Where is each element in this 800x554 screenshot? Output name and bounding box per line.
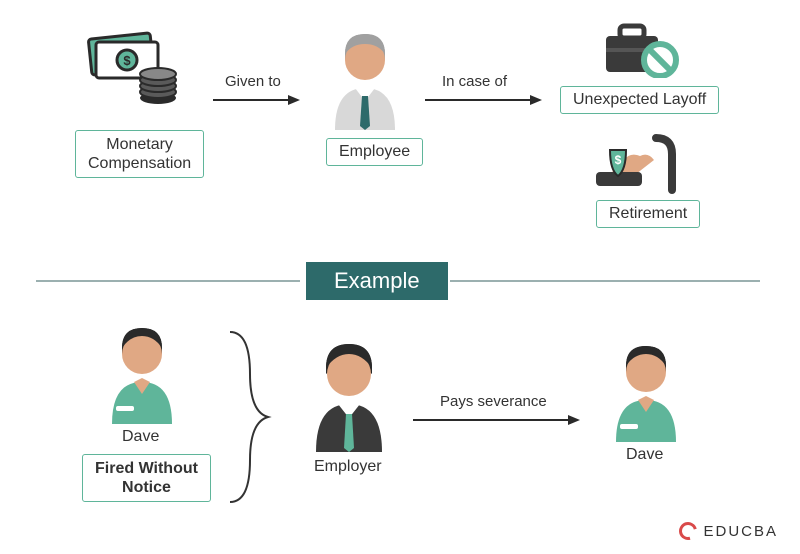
retirement-icon: $ xyxy=(590,130,680,201)
dave-left-name: Dave xyxy=(122,428,159,446)
curly-brace xyxy=(220,324,280,515)
logo-text: EDUCBA xyxy=(703,523,778,540)
fired-without-notice-box: Fired Without Notice xyxy=(82,454,211,502)
employer-label: Employer xyxy=(314,458,382,476)
example-banner: Example xyxy=(306,262,448,300)
monetary-compensation-box: Monetary Compensation xyxy=(75,130,204,178)
money-icon: $ xyxy=(84,30,184,115)
retirement-box: Retirement xyxy=(596,200,700,228)
divider-right xyxy=(450,280,760,282)
given-to-label: Given to xyxy=(225,73,281,90)
dave-right-icon xyxy=(604,340,688,447)
in-case-of-label: In case of xyxy=(442,73,507,90)
dave-right-name: Dave xyxy=(626,446,663,464)
unexpected-layoff-box: Unexpected Layoff xyxy=(560,86,719,114)
briefcase-blocked-icon xyxy=(602,18,680,83)
logo-mark-icon xyxy=(676,519,701,544)
dave-left-icon xyxy=(100,322,184,429)
divider-left xyxy=(36,280,300,282)
pays-severance-label: Pays severance xyxy=(440,393,547,410)
employer-icon xyxy=(302,340,396,457)
svg-text:$: $ xyxy=(123,53,131,68)
educba-logo: EDUCBA xyxy=(679,522,778,540)
employee-box: Employee xyxy=(326,138,423,166)
employee-icon xyxy=(320,26,410,135)
svg-text:$: $ xyxy=(615,153,622,167)
